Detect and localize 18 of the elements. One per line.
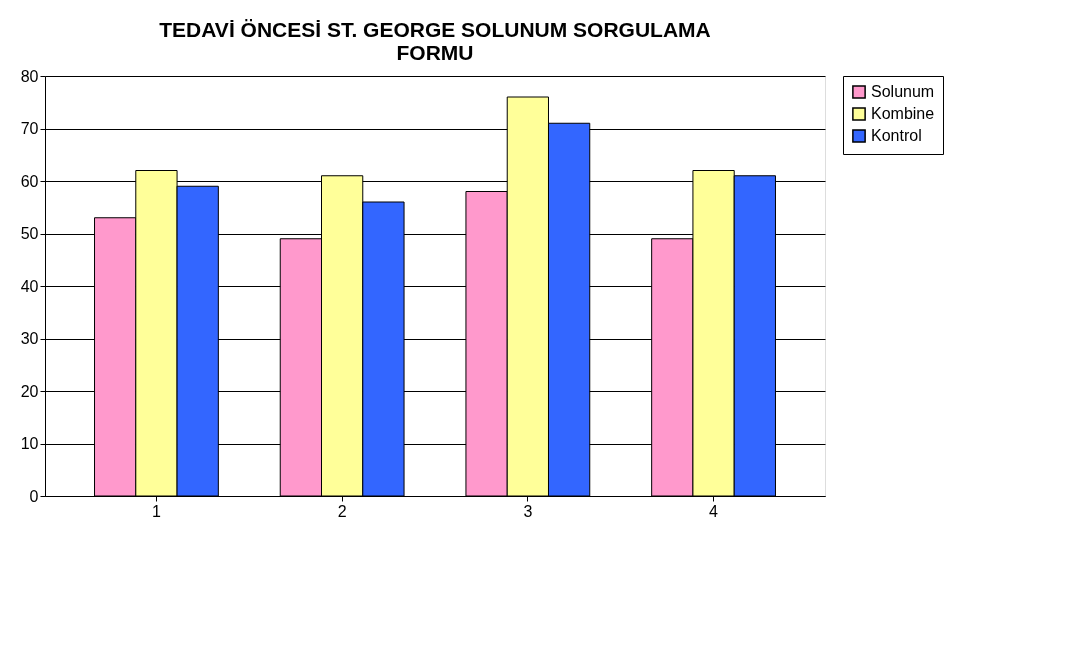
text: TEDAVİ ÖNCESİ ST. GEORGE SOLUNUM SORGULAMA	[159, 18, 711, 41]
y-tick-label: 10	[20, 435, 39, 452]
y-tick-label: 30	[20, 330, 39, 347]
legend-label: Kontrol	[871, 127, 922, 144]
y-tick-label: 20	[20, 382, 39, 400]
x-tick-label: 1	[151, 502, 161, 520]
y-tick-label: 40	[20, 277, 39, 295]
x-tick-label: 4	[709, 502, 719, 520]
y-tick-label: 50	[20, 225, 39, 242]
y-tick-label: 70	[20, 120, 39, 137]
y-tick-label: 0	[29, 487, 39, 505]
y-tick-label: 80	[20, 67, 39, 85]
y-tick-label: 60	[20, 172, 39, 190]
x-tick-label: 2	[337, 502, 347, 520]
legend-label: Solunum	[871, 83, 935, 100]
legend-label: Kombine	[871, 105, 935, 122]
x-tick-label: 3	[523, 502, 533, 520]
text: FORMU	[396, 41, 474, 64]
